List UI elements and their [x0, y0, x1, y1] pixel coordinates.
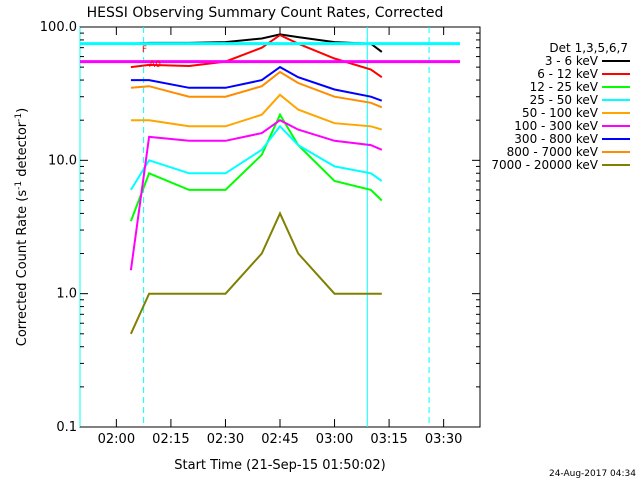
legend-title: Det 1,3,5,6,7: [549, 41, 628, 55]
y-axis-label-end: ): [15, 108, 30, 113]
series-line-8: [129, 210, 382, 335]
y-tick-label-1: 1.0: [56, 287, 77, 302]
x-tick-label-6: 03:30: [425, 432, 462, 447]
series-group: [129, 33, 383, 335]
y-tick-label-0: 0.1: [56, 420, 77, 435]
series-line-5: [129, 119, 383, 271]
x-tick-label-5: 03:15: [370, 432, 407, 447]
annotations: FA0: [142, 45, 161, 70]
x-tick-label-4: 03:00: [316, 432, 353, 447]
y-tick-label-3: 100.0: [40, 20, 77, 35]
plot-area: FA0 02:00 02:15 02:30 02:45 03:00 03:15 03:30 …: [40, 20, 481, 447]
annotation-1: A0: [149, 60, 161, 70]
series-line-1: [130, 33, 383, 79]
y-tick-label-2: 10.0: [48, 153, 77, 168]
series-line-4: [130, 93, 383, 131]
y-axis-label-main: Corrected Count Rate (s: [15, 190, 30, 347]
footer-date: 24-Aug-2017 04:34: [549, 469, 636, 479]
chart-title: HESSI Observing Summary Count Rates, Cor…: [87, 5, 444, 21]
legend-label-0: 3 - 6 keV: [545, 54, 599, 68]
legend-label-6: 300 - 800 keV: [514, 132, 598, 146]
y-axis-label: Corrected Count Rate (s-1 detector-1): [14, 108, 30, 346]
legend-label-1: 6 - 12 keV: [537, 67, 599, 81]
series-line-3: [130, 124, 383, 191]
level-lines: [80, 42, 460, 64]
y-axis-label-sup1: -1: [14, 181, 24, 190]
legend-label-7: 800 - 7000 keV: [507, 145, 599, 159]
y-axis-label-mid: detector: [15, 121, 30, 181]
y-axis-ticks: 0.1 1.0 10.0 100.0: [40, 20, 480, 435]
legend-label-5: 100 - 300 keV: [514, 119, 598, 133]
x-axis-ticks: 02:00 02:15 02:30 02:45 03:00 03:15 03:30: [98, 27, 462, 447]
x-tick-label-2: 02:30: [207, 432, 244, 447]
vertical-marker-lines: [79, 27, 430, 427]
series-line-2: [129, 112, 383, 222]
legend-label-2: 12 - 25 keV: [530, 80, 599, 94]
x-tick-label-1: 02:15: [152, 432, 189, 447]
x-tick-label-0: 02:00: [98, 432, 135, 447]
x-tick-label-3: 02:45: [261, 432, 298, 447]
series-line-7: [130, 70, 383, 109]
x-axis-label: Start Time (21-Sep-15 01:50:02): [174, 458, 385, 473]
legend-label-8: 7000 - 20000 keV: [491, 158, 598, 172]
legend-label-3: 25 - 50 keV: [530, 93, 599, 107]
legend-label-4: 50 - 100 keV: [522, 106, 599, 120]
annotation-0: F: [142, 45, 147, 55]
y-axis-label-sup2: -1: [14, 113, 24, 122]
series-line-6: [130, 65, 383, 102]
